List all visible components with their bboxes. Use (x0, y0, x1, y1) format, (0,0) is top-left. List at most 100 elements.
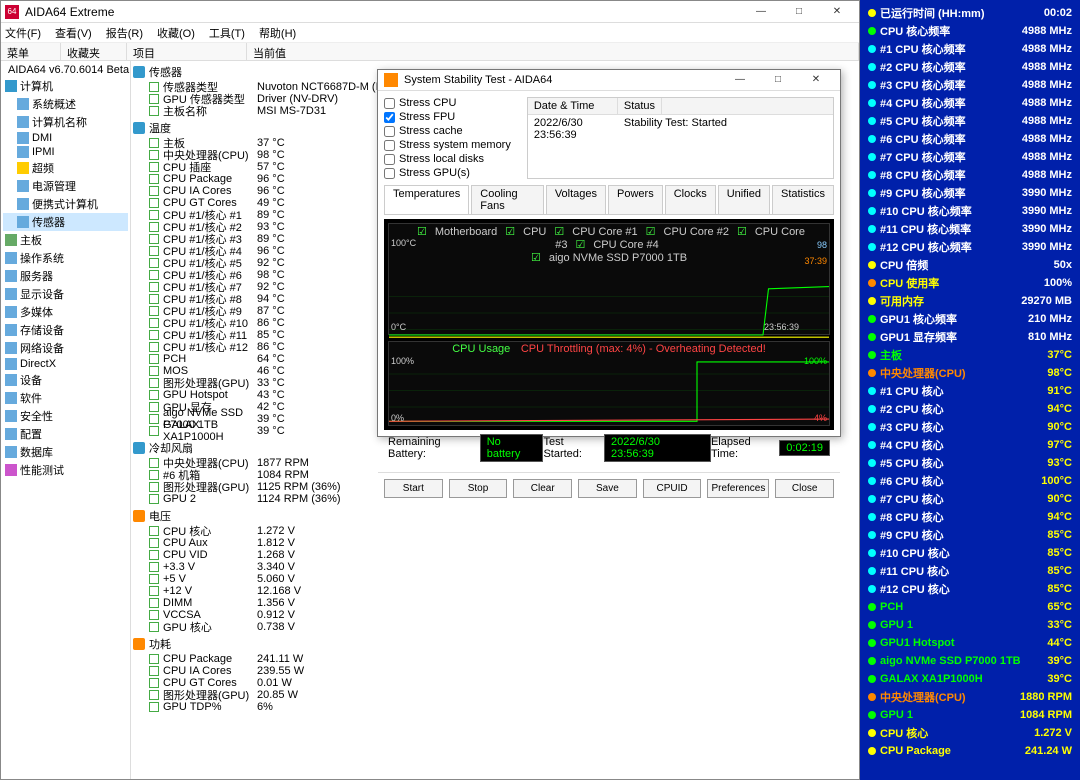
osd-overlay: 已运行时间 (HH:mm)00:02CPU 核心频率4988 MHz#1 CPU… (860, 0, 1080, 780)
stress-check[interactable]: Stress system memory (384, 139, 511, 151)
stop-button[interactable]: Stop (449, 479, 508, 498)
sensor-row: GPU TDP%6% (133, 701, 857, 713)
graph-tab[interactable]: Cooling Fans (471, 185, 544, 214)
osd-row: GPU1 Hotspot44°C (868, 634, 1072, 652)
elap-label: Elapsed Time: (711, 436, 779, 460)
stability-close[interactable]: ✕ (798, 70, 834, 90)
tree-item[interactable]: 电源管理 (3, 177, 128, 195)
graph-tab[interactable]: Clocks (665, 185, 716, 214)
menu-item[interactable]: 帮助(H) (259, 25, 296, 41)
tree-item[interactable]: 性能测试 (3, 461, 128, 479)
osd-row: #8 CPU 核心频率4988 MHz (868, 166, 1072, 184)
cpuid-button[interactable]: CPUID (643, 479, 702, 498)
status-text: Stability Test: Started (618, 115, 733, 143)
osd-row: #3 CPU 核心90°C (868, 418, 1072, 436)
col-menu[interactable]: 菜单 (1, 43, 61, 60)
sensor-row: DIMM1.356 V (133, 597, 857, 609)
tree-item[interactable]: 软件 (3, 389, 128, 407)
tree-item[interactable]: 配置 (3, 425, 128, 443)
tree-item[interactable]: IPMI (3, 145, 128, 159)
tree-item[interactable]: DMI (3, 131, 128, 145)
stability-maximize[interactable]: □ (760, 70, 796, 90)
maximize-button[interactable]: □ (781, 2, 817, 22)
stability-buttons: Start Stop Clear Save CPUID Preferences Close (378, 472, 840, 504)
graph-tab[interactable]: Statistics (772, 185, 834, 214)
tree-item[interactable]: 传感器 (3, 213, 128, 231)
nav-tree[interactable]: AIDA64 v6.70.6014 Beta计算机系统概述计算机名称DMIIPM… (1, 61, 131, 779)
titlebar[interactable]: 64 AIDA64 Extreme — □ ✕ (1, 1, 859, 23)
temp-val1: 98 (817, 240, 827, 250)
sensor-row: CPU Package241.11 W (133, 653, 857, 665)
close-button[interactable]: Close (775, 479, 834, 498)
tree-item[interactable]: 显示设备 (3, 285, 128, 303)
menu-item[interactable]: 收藏(O) (157, 25, 195, 41)
tree-item[interactable]: AIDA64 v6.70.6014 Beta (3, 63, 128, 77)
clear-button[interactable]: Clear (513, 479, 572, 498)
stress-check[interactable]: Stress FPU (384, 111, 511, 123)
start-button[interactable]: Start (384, 479, 443, 498)
usage-ymax: 100% (391, 356, 414, 366)
menu-item[interactable]: 文件(F) (5, 25, 41, 41)
graph-tab[interactable]: Voltages (546, 185, 606, 214)
graph-tab[interactable]: Powers (608, 185, 663, 214)
osd-row: 中央处理器(CPU)98°C (868, 364, 1072, 382)
temp-time: 23:56:39 (764, 322, 799, 332)
osd-row: aigo NVMe SSD P7000 1TB39°C (868, 652, 1072, 670)
sensor-row: +3.3 V3.340 V (133, 561, 857, 573)
save-button[interactable]: Save (578, 479, 637, 498)
col-item[interactable]: 项目 (127, 43, 247, 60)
throttle-warning: CPU Throttling (max: 4%) - Overheating D… (521, 343, 766, 355)
osd-row: PCH65°C (868, 598, 1072, 616)
status-date: 2022/6/30 23:56:39 (528, 115, 618, 143)
osd-row: #4 CPU 核心97°C (868, 436, 1072, 454)
tree-item[interactable]: 便携式计算机 (3, 195, 128, 213)
tree-item[interactable]: 计算机名称 (3, 113, 128, 131)
minimize-button[interactable]: — (743, 2, 779, 22)
osd-row: CPU 倍频50x (868, 256, 1072, 274)
tree-item[interactable]: 网络设备 (3, 339, 128, 357)
tree-item[interactable]: 计算机 (3, 77, 128, 95)
tree-item[interactable]: 超频 (3, 159, 128, 177)
osd-row: #9 CPU 核心频率3990 MHz (868, 184, 1072, 202)
tree-item[interactable]: 操作系统 (3, 249, 128, 267)
stability-footer: Remaining Battery: No battery Test Start… (384, 430, 834, 466)
tree-item[interactable]: 存储设备 (3, 321, 128, 339)
tree-item[interactable]: 服务器 (3, 267, 128, 285)
graph-tab[interactable]: Temperatures (384, 185, 469, 214)
tree-item[interactable]: 安全性 (3, 407, 128, 425)
stability-titlebar[interactable]: System Stability Test - AIDA64 — □ ✕ (378, 70, 840, 91)
osd-row: #11 CPU 核心85°C (868, 562, 1072, 580)
flame-icon (384, 73, 398, 87)
usage-legend: CPU Usage CPU Throttling (max: 4%) - Ove… (389, 342, 829, 356)
close-button[interactable]: ✕ (819, 2, 855, 22)
menu-item[interactable]: 查看(V) (55, 25, 92, 41)
osd-row: #9 CPU 核心85°C (868, 526, 1072, 544)
menu-item[interactable]: 报告(R) (106, 25, 143, 41)
usage-ymin: 0% (391, 413, 404, 423)
temp-val2: 37:39 (804, 256, 827, 266)
column-header: 菜单 收藏夹 项目 当前值 (1, 43, 859, 61)
stability-minimize[interactable]: — (722, 70, 758, 90)
osd-row: #11 CPU 核心频率3990 MHz (868, 220, 1072, 238)
tree-item[interactable]: 多媒体 (3, 303, 128, 321)
tree-item[interactable]: 主板 (3, 231, 128, 249)
osd-row: GALAX XA1P1000H39°C (868, 670, 1072, 688)
stress-check[interactable]: Stress GPU(s) (384, 167, 511, 179)
stress-check[interactable]: Stress CPU (384, 97, 511, 109)
tree-item[interactable]: 数据库 (3, 443, 128, 461)
osd-row: #7 CPU 核心90°C (868, 490, 1072, 508)
tree-item[interactable]: 系统概述 (3, 95, 128, 113)
stability-title: System Stability Test - AIDA64 (404, 74, 722, 86)
stress-check[interactable]: Stress cache (384, 125, 511, 137)
col-value[interactable]: 当前值 (247, 43, 859, 60)
col-fav[interactable]: 收藏夹 (61, 43, 127, 60)
usage-val1: 100% (804, 356, 827, 366)
osd-row: #1 CPU 核心频率4988 MHz (868, 40, 1072, 58)
stress-check[interactable]: Stress local disks (384, 153, 511, 165)
graph-tab[interactable]: Unified (718, 185, 770, 214)
preferences-button[interactable]: Preferences (707, 479, 769, 498)
tree-item[interactable]: DirectX (3, 357, 128, 371)
menu-item[interactable]: 工具(T) (209, 25, 245, 41)
osd-row: #8 CPU 核心94°C (868, 508, 1072, 526)
tree-item[interactable]: 设备 (3, 371, 128, 389)
